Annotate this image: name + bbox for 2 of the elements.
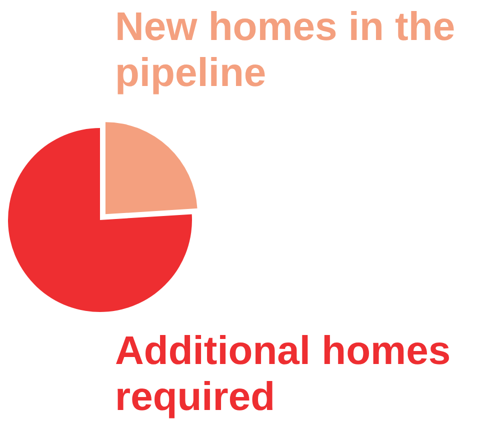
slice-label: New homes in the pipeline — [115, 5, 466, 95]
slice-label: Additional homes required — [115, 329, 462, 419]
